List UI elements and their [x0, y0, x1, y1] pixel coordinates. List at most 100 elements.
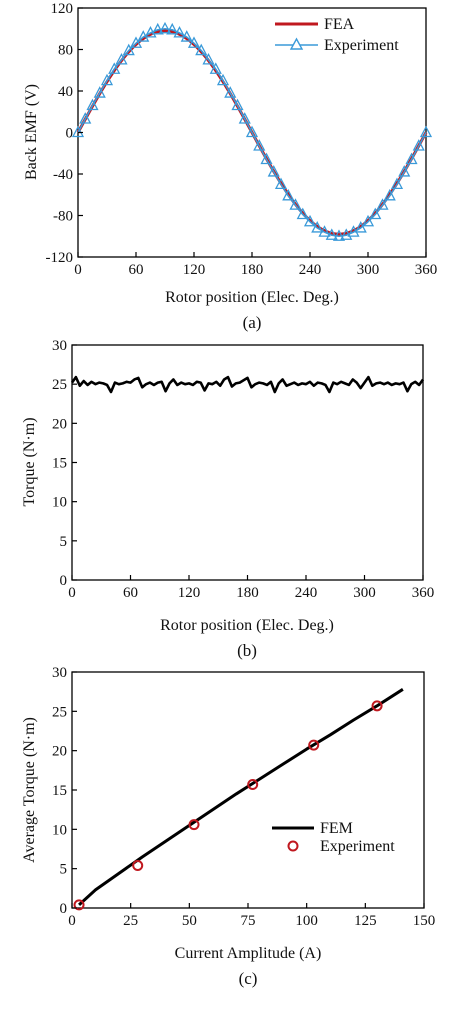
panel-label-a: (a): [243, 313, 262, 332]
data-point-experiment: [361, 214, 375, 227]
y-axis-label-b: Torque (N·m): [21, 417, 38, 506]
x-tick-label: 0: [68, 913, 76, 929]
y-tick-label: -40: [53, 167, 73, 183]
y-tick-label: 80: [58, 43, 73, 59]
x-axis-label-a: Rotor position (Elec. Deg.): [165, 289, 339, 306]
y-tick-label: 0: [60, 573, 68, 589]
panel-a: 0 60 120 180 240 300 360 -120 -80 -40 0 40 80 120 Rot…: [23, 1, 437, 332]
legend-fem-label: FEM: [320, 820, 353, 837]
legend-a: FEA Experiment: [275, 16, 399, 54]
data-point-experiment: [308, 739, 320, 751]
data-point-experiment: [238, 112, 251, 124]
data-point-experiment: [398, 165, 411, 177]
data-point-experiment: [325, 228, 338, 240]
x-tick-label: 50: [182, 913, 197, 929]
data-point-experiment: [209, 62, 222, 74]
x-tick-label: 25: [123, 913, 138, 929]
data-point-experiment: [129, 36, 143, 48]
y-tick-label: 25: [52, 377, 67, 393]
data-point-experiment: [274, 177, 288, 190]
y-tick-label: -80: [53, 209, 73, 225]
panel-label-b: (b): [237, 641, 257, 660]
data-point-experiment: [79, 112, 92, 124]
x-tick-label: 125: [354, 913, 377, 929]
data-point-experiment: [188, 819, 200, 831]
x-tick-label: 360: [415, 262, 438, 278]
x-tick-label: 150: [413, 913, 436, 929]
x-tick-label: 240: [295, 585, 318, 601]
data-point-experiment: [419, 125, 433, 138]
x-tick-label: 120: [183, 262, 206, 278]
data-point-experiment: [245, 125, 259, 138]
x-tick-label: 100: [295, 913, 318, 929]
data-point-experiment: [132, 860, 144, 872]
y-tick-label: 30: [52, 665, 67, 681]
y-axis-label-c: Average Torque (N·m): [21, 717, 38, 863]
data-point-experiment: [151, 22, 164, 35]
legend-experiment-marker: [289, 37, 304, 50]
data-point-experiment: [318, 225, 331, 237]
series-group-a: [71, 21, 433, 241]
x-tick-label: 300: [357, 262, 380, 278]
data-point-experiment: [260, 152, 273, 165]
legend-experiment-label: Experiment: [324, 37, 399, 54]
x-tick-label: 180: [236, 585, 259, 601]
y-tick-label: 15: [52, 456, 67, 472]
series-line-series: [70, 375, 425, 394]
y-tick-label: 5: [60, 534, 68, 550]
x-axis-label-b: Rotor position (Elec. Deg.): [160, 617, 334, 634]
x-tick-label: 75: [241, 913, 256, 929]
x-tick-label: 60: [123, 585, 138, 601]
legend-c: FEM Experiment: [272, 820, 395, 855]
y-tick-label: 0: [66, 126, 74, 142]
data-point-experiment: [296, 207, 309, 220]
y-tick-label: 120: [51, 1, 74, 17]
data-point-experiment: [383, 188, 396, 201]
plot-frame-c: [71, 671, 425, 909]
data-point-experiment: [173, 26, 186, 38]
y-axis-label-a: Back EMF (V): [23, 84, 40, 180]
x-tick-label: 300: [353, 585, 376, 601]
data-point-experiment: [202, 52, 215, 65]
data-point-experiment: [311, 221, 324, 233]
data-point-experiment: [267, 165, 280, 177]
data-point-experiment: [231, 98, 244, 111]
x-tick-label: 0: [74, 262, 82, 278]
data-point-experiment: [224, 86, 237, 98]
legend-fea-label: FEA: [324, 16, 355, 33]
series-line-experiment: [77, 27, 427, 238]
data-point-experiment: [195, 43, 208, 56]
y-tick-label: 10: [52, 822, 67, 838]
data-point-experiment: [282, 188, 295, 201]
x-axis-label-c: Current Amplitude (A): [175, 945, 322, 962]
y-tick-label: 5: [60, 862, 68, 878]
y-tick-label: 10: [52, 495, 67, 511]
data-point-experiment: [216, 73, 230, 86]
data-point-experiment: [93, 86, 106, 98]
data-point-experiment: [115, 52, 128, 65]
x-tick-label: 0: [68, 585, 76, 601]
ticks-c: 0 25 50 75 100 125 150 0 5 10 15 20 25 30: [52, 665, 435, 929]
x-tick-label: 360: [412, 585, 435, 601]
series-group-c: [73, 688, 404, 911]
data-point-experiment: [303, 214, 317, 227]
data-point-experiment: [354, 221, 367, 233]
data-point-experiment: [390, 177, 404, 190]
x-tick-label: 60: [129, 262, 144, 278]
y-tick-label: 15: [52, 783, 67, 799]
series-line-fem: [78, 688, 404, 906]
data-point-experiment: [180, 30, 193, 42]
y-tick-label: 30: [52, 338, 67, 354]
data-point-experiment: [73, 899, 85, 911]
data-point-experiment: [332, 229, 346, 241]
data-point-experiment: [371, 700, 383, 712]
y-tick-label: 20: [52, 744, 67, 760]
panel-label-c: (c): [239, 969, 258, 988]
data-point-experiment: [166, 22, 179, 35]
ticks-a: 0 60 120 180 240 300 360 -120 -80 -40 0 40 80 120: [46, 1, 438, 278]
data-point-experiment: [376, 198, 389, 210]
y-tick-label: 40: [58, 84, 73, 100]
y-tick-label: 0: [60, 901, 68, 917]
data-point-experiment: [71, 125, 85, 138]
